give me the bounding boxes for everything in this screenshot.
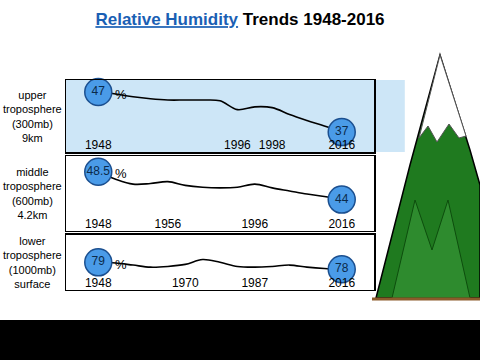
svg-text:%: % — [115, 257, 127, 272]
svg-text:1948: 1948 — [85, 276, 112, 290]
svg-text:1998: 1998 — [259, 138, 286, 152]
svg-text:2016: 2016 — [328, 217, 355, 231]
svg-text:%: % — [115, 166, 127, 181]
svg-text:47: 47 — [92, 84, 106, 98]
svg-text:uppertroposphere(300mb)9km: uppertroposphere(300mb)9km — [3, 89, 62, 144]
svg-text:lowertroposphere(1000mb)surfac: lowertroposphere(1000mb)surface — [3, 235, 62, 290]
svg-text:1996: 1996 — [224, 138, 251, 152]
svg-text:79: 79 — [92, 254, 106, 268]
svg-text:1956: 1956 — [154, 217, 181, 231]
svg-text:%: % — [115, 87, 127, 102]
svg-text:2016: 2016 — [328, 138, 355, 152]
svg-text:78: 78 — [335, 261, 349, 275]
svg-text:48.5: 48.5 — [87, 164, 111, 178]
svg-text:Relative Humidity Trends 1948-: Relative Humidity Trends 1948-2016 — [95, 10, 384, 29]
svg-text:middletroposphere(600mb)4.2km: middletroposphere(600mb)4.2km — [3, 166, 62, 221]
svg-text:37: 37 — [335, 124, 349, 138]
svg-text:1996: 1996 — [241, 217, 268, 231]
svg-text:1987: 1987 — [241, 276, 268, 290]
svg-text:1948: 1948 — [85, 138, 112, 152]
svg-text:1948: 1948 — [85, 217, 112, 231]
svg-text:2016: 2016 — [328, 276, 355, 290]
svg-text:1970: 1970 — [172, 276, 199, 290]
svg-text:44: 44 — [335, 192, 349, 206]
